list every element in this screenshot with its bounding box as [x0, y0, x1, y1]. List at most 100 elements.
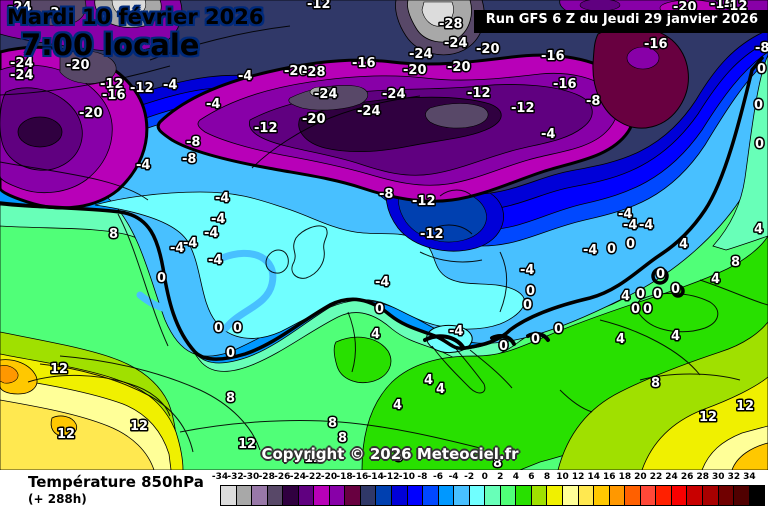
temp-label: 4: [393, 398, 402, 413]
temp-label: -24: [10, 56, 34, 71]
temp-label: -12: [307, 0, 331, 12]
legend-tick: -18: [336, 472, 353, 482]
temp-label: 8: [109, 227, 118, 242]
temp-label: 0: [757, 62, 766, 77]
legend-cell: [360, 485, 377, 506]
temp-label: 4: [754, 222, 763, 237]
temp-label: -16: [553, 77, 577, 92]
temp-label: 8: [226, 391, 235, 406]
legend-tick: -20: [320, 472, 338, 482]
legend-tick: -6: [433, 472, 443, 482]
legend-tick: -26: [274, 472, 291, 482]
legend-cell: [625, 485, 641, 506]
legend-tick: 2: [497, 472, 504, 482]
forecast-hour-label: (+ 288h): [28, 492, 87, 506]
temp-label: 12: [699, 410, 717, 425]
temp-label: 0: [653, 287, 662, 302]
temp-label: 0: [375, 302, 384, 317]
temp-label: 0: [233, 321, 242, 336]
legend-tick: 34: [743, 472, 756, 482]
temp-label: 12: [238, 437, 256, 452]
temp-label: 0: [531, 332, 540, 347]
temp-label: 0: [636, 287, 645, 302]
temp-label: 0: [631, 302, 640, 317]
legend-tick: -28: [258, 472, 275, 482]
temp-label: -8: [586, 94, 600, 109]
legend-cell: [392, 485, 408, 506]
temp-label: -12: [130, 81, 154, 96]
temp-label: -8: [186, 135, 200, 150]
legend-tick: -10: [398, 472, 415, 482]
legend-cell: [547, 485, 564, 506]
temp-label: 0: [671, 282, 680, 297]
legend-tick: 6: [528, 472, 535, 482]
legend-cell: [252, 485, 268, 506]
legend-tick: -22: [305, 472, 322, 482]
temp-label: -4: [208, 253, 222, 268]
legend-cell: [734, 485, 750, 506]
legend-cell: [220, 485, 237, 506]
legend-cell: [236, 485, 253, 506]
temp-label: 8: [328, 416, 337, 431]
temp-label: 8: [651, 376, 660, 391]
legend-cell: [656, 485, 672, 506]
temp-label: 12: [736, 399, 754, 414]
temp-label: -28: [302, 65, 326, 80]
legend-tick: -34: [211, 472, 229, 482]
legend-cell: [500, 485, 517, 506]
legend-tick: 14: [587, 472, 600, 482]
legend-tick: 30: [712, 472, 725, 482]
temp-label: -12: [100, 77, 124, 92]
temp-label: 4: [621, 289, 630, 304]
legend-cell: [531, 485, 548, 506]
temp-label: 12: [57, 427, 75, 442]
temp-label: -4: [618, 207, 632, 222]
temp-label: 0: [643, 302, 652, 317]
temp-label: -4: [583, 243, 597, 258]
legend-cell: [687, 485, 703, 506]
legend-tick: 22: [649, 472, 663, 482]
temp-label: -8: [755, 41, 768, 56]
temp-label: -4: [163, 78, 177, 93]
temp-label: 0: [626, 237, 635, 252]
temp-label: -16: [352, 56, 376, 71]
temp-label: -24: [409, 47, 433, 62]
temp-label: 12: [130, 419, 148, 434]
legend-tick: 8: [543, 472, 551, 482]
legend-tick: -14: [367, 472, 384, 482]
temp-label: 0: [656, 267, 665, 282]
temp-label: -20: [476, 42, 500, 57]
temp-label: 8: [731, 255, 740, 270]
legend-tick: -8: [417, 472, 428, 482]
temp-label: 0: [523, 298, 532, 313]
legend-tick: 0: [481, 472, 488, 482]
legend-cell: [749, 485, 766, 506]
legend-cell: [329, 485, 346, 506]
temp-label: -4: [215, 191, 229, 206]
legend-tick: 24: [665, 472, 678, 482]
temp-label: 0: [214, 321, 223, 336]
legend-cell: [609, 485, 626, 506]
legend-cell: [438, 485, 455, 506]
temp-label: -4: [136, 158, 150, 173]
temp-label: -4: [375, 275, 389, 290]
temp-label: 0: [607, 242, 616, 257]
temp-label: -20: [284, 64, 308, 79]
legend-cell: [594, 485, 610, 506]
temp-label: -4: [170, 241, 184, 256]
temp-label: 0: [526, 284, 535, 299]
temp-label: 0: [755, 137, 764, 152]
temp-label: -24: [10, 68, 34, 83]
temperature-labels: -24 -28-24-24-20-20-12-16 -12 -4-4-4-8-8-4-…: [7, 0, 768, 470]
temp-label: 0: [157, 271, 166, 286]
legend-tick: 28: [696, 472, 709, 482]
temp-label: -12: [511, 101, 535, 116]
legend-cell: [563, 485, 579, 506]
temp-label: -20: [66, 58, 90, 73]
legend-bar: Température 850hPa (+ 288h) -34 -32 -30 -28…: [0, 470, 768, 512]
temp-label: -24: [382, 87, 406, 102]
legend-tick: 26: [680, 472, 694, 482]
legend-tick: -12: [383, 472, 400, 482]
temp-label: 0: [499, 339, 508, 354]
